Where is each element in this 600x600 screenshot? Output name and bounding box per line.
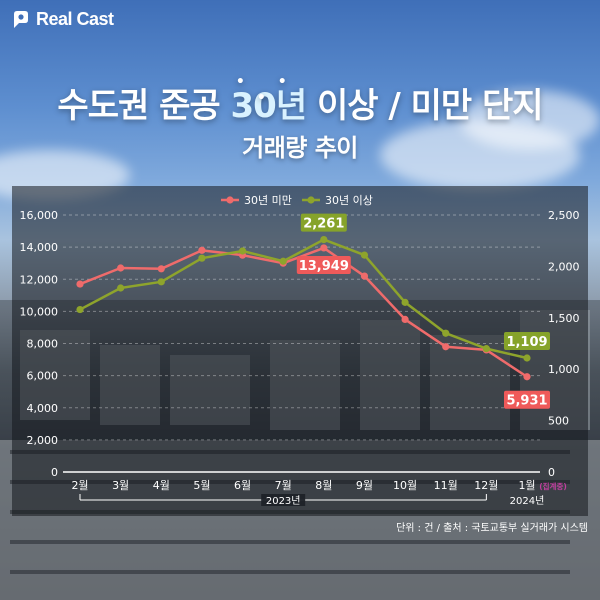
data-point [320,244,328,252]
right-axis-tick-label: 2,500 [548,209,580,222]
x-axis-tick-label: 5월 [193,479,210,492]
x-axis-note-label: (집계중) [539,481,567,491]
data-label: 5,931 [506,394,547,409]
data-point [442,329,450,337]
left-axis-tick-label: 6,000 [27,370,59,383]
right-axis-tick-label: 0 [548,466,555,479]
data-point [198,254,206,262]
data-label: 1,109 [506,335,547,350]
realcast-logo-icon [14,11,28,28]
x-axis-tick-label: 6월 [234,479,251,492]
data-label-background [296,255,351,274]
x-axis-tick-label: 4월 [153,479,170,492]
left-axis-tick-label: 10,000 [20,305,59,318]
x-axis-tick-label: 8월 [315,479,332,492]
left-axis-tick-label: 14,000 [20,241,59,254]
source-note: 단위 : 건 / 출처 : 국토교통부 실거래가 시스템 [396,523,588,534]
data-point [157,265,165,273]
data-point [360,272,369,280]
left-axis-tick-label: 16,000 [20,209,59,222]
brand-name: Real Cast [36,8,114,29]
left-axis-tick-label: 0 [51,466,58,479]
x-axis-tick-label: 1월 [518,479,535,492]
data-label-background [300,213,347,232]
data-point [76,305,84,314]
cloud [460,90,600,150]
right-axis-tick-label: 500 [548,415,569,428]
page-subtitle: 거래량 추이 [242,134,358,162]
data-label: 13,949 [299,259,349,274]
data-point [117,264,125,272]
title-text-before: 수도권 준공 [57,86,231,126]
legend-swatch-marker [307,196,315,204]
brand-logo: Real Cast [10,8,114,30]
left-axis-tick-label: 2,000 [27,434,59,447]
data-label-background [504,390,550,409]
series-line [79,246,528,378]
right-axis-tick-label: 2,000 [548,260,580,273]
data-point [76,280,84,288]
title-highlight-text: 30년 [230,86,308,126]
x-axis-tick-label: 3월 [112,479,129,492]
legend-swatch-marker [226,196,234,204]
x-axis-tick-label: 10월 [393,479,417,492]
data-point [279,257,287,265]
left-axis-tick-label: 8,000 [27,338,59,351]
data-point [360,251,369,259]
left-axis-tick-label: 12,000 [20,273,59,286]
left-axis-tick-label: 4,000 [27,402,59,415]
data-point [523,373,531,381]
data-point [401,298,409,306]
legend-label: 30년 이상 [325,194,373,207]
right-axis-tick-label: 1,000 [548,363,580,376]
data-point [320,235,328,244]
data-point [117,284,125,292]
x-axis-tick-label: 12월 [474,479,498,492]
title-highlight: • • • 30년 [230,74,308,126]
page-title: 수도권 준공 • • • 30년 이상 / 미만 단지 [0,74,600,127]
x-axis-tick-label: 2월 [71,479,88,492]
highlight-dots: • • • [235,74,301,106]
data-point [442,343,450,351]
data-point [482,345,490,353]
series-line [79,238,528,360]
data-point [523,354,531,362]
legend-label: 30년 미만 [244,194,292,207]
right-axis-tick-label: 1,500 [548,312,580,325]
year-label-background [261,494,306,506]
data-point [238,247,247,255]
x-axis-tick-label: 7월 [275,479,292,492]
year-label: 2024년 [510,495,545,507]
year-label: 2023년 [266,495,301,507]
x-axis-tick-label: 11월 [434,479,458,492]
data-label-background [504,331,550,350]
data-point [401,315,409,324]
x-axis-tick-label: 9월 [356,479,373,492]
title-text-after: 이상 / 미만 단지 [306,86,544,126]
data-label: 2,261 [303,217,344,232]
data-point [157,278,165,286]
data-point [198,246,206,254]
